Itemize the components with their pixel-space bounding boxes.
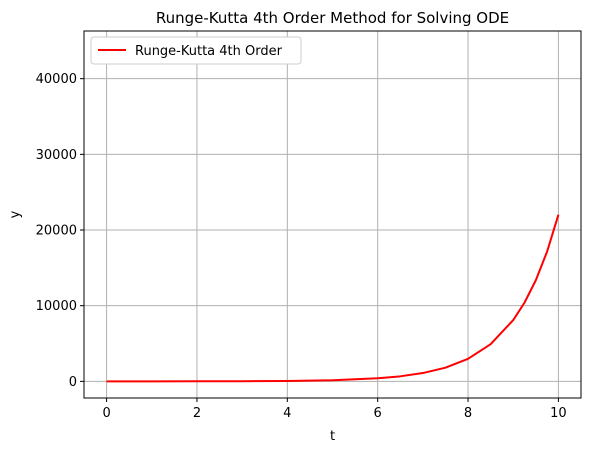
x-tick-label: 4 [283, 406, 291, 421]
legend-box [90, 36, 302, 65]
x-tick-label: 10 [550, 406, 567, 421]
x-tick-label: 6 [374, 406, 382, 421]
y-tick-label: 20000 [36, 224, 77, 239]
chart-title: Runge-Kutta 4th Order Method for Solving… [156, 9, 509, 27]
x-ticks: 0 2 4 6 8 10 [102, 398, 567, 421]
grid-lines [84, 31, 581, 398]
legend-label: Runge-Kutta 4th Order [135, 44, 283, 59]
x-axis-label: t [330, 429, 335, 444]
series-line [106, 214, 560, 383]
x-tick-label: 0 [102, 406, 110, 421]
series-layer [106, 214, 560, 383]
y-tick-label: 0 [69, 375, 77, 390]
y-tick-label: 40000 [36, 72, 77, 87]
y-tick-label: 30000 [36, 148, 77, 163]
y-ticks: 0 10000 20000 30000 40000 [36, 72, 84, 390]
x-tick-label: 2 [193, 406, 201, 421]
y-tick-label: 10000 [36, 299, 77, 314]
plot-frame [83, 30, 582, 399]
legend: Runge-Kutta 4th Order [90, 36, 302, 65]
x-tick-label: 8 [464, 406, 472, 421]
y-axis-label: y [8, 210, 23, 218]
